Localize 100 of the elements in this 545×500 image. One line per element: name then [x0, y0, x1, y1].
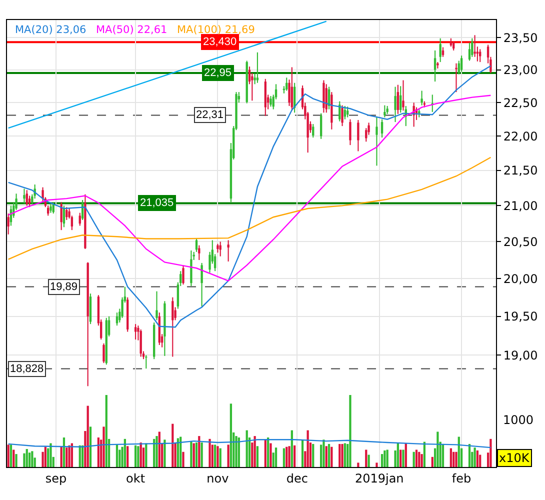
bar	[476, 450, 479, 467]
bar	[140, 442, 142, 467]
bar	[338, 444, 341, 467]
bar	[62, 437, 66, 467]
text: MA(100) 21,69	[177, 24, 255, 36]
bar	[219, 448, 222, 467]
bar	[450, 448, 452, 467]
bar	[235, 436, 238, 467]
bar	[200, 442, 203, 467]
y-tick-label: 20,00	[503, 272, 538, 286]
y-tick-label: 19,50	[503, 310, 538, 324]
bar	[474, 448, 476, 467]
bar	[60, 446, 62, 467]
bar	[418, 452, 420, 467]
bar	[442, 444, 444, 467]
text: MA(50) 22,61	[96, 24, 168, 36]
bar	[246, 430, 248, 467]
bar	[190, 441, 192, 467]
y-tick-label: 20,50	[503, 234, 538, 249]
bar	[105, 395, 108, 467]
bar	[376, 462, 378, 467]
bar	[455, 452, 458, 467]
y-tick-label: 19,00	[503, 348, 538, 362]
bar	[254, 436, 256, 467]
bar	[386, 450, 388, 467]
text: 1000	[503, 413, 534, 427]
bar	[44, 446, 46, 467]
bar	[102, 426, 105, 467]
bar	[404, 443, 407, 467]
bar	[341, 444, 344, 467]
bar	[50, 443, 52, 467]
bar	[479, 454, 482, 467]
line-series	[8, 156, 492, 260]
bar	[270, 443, 272, 467]
bar	[415, 450, 418, 467]
bar	[490, 438, 492, 467]
bar	[267, 437, 270, 467]
candlestick	[23, 188, 26, 204]
bar	[164, 440, 166, 467]
bar	[97, 437, 100, 467]
y-tick-label: 22,50	[503, 96, 538, 110]
bar	[365, 450, 368, 467]
annotation: 22,31	[196, 109, 224, 121]
bar	[134, 445, 137, 467]
bar	[286, 446, 288, 467]
x-tick-label: sep	[45, 471, 67, 486]
bar	[7, 444, 10, 467]
bar	[153, 438, 156, 467]
bar	[396, 443, 399, 467]
bar	[216, 446, 219, 467]
bar	[420, 454, 423, 467]
text: x10K	[499, 451, 530, 465]
x-tick-label: dec	[286, 471, 308, 486]
bar	[182, 452, 184, 467]
bar	[10, 444, 12, 467]
bar	[357, 462, 360, 467]
bar	[86, 406, 89, 467]
bar	[31, 451, 34, 467]
bar	[180, 436, 182, 467]
y-tick-label: 21,00	[503, 198, 538, 213]
bar	[274, 448, 278, 467]
bar	[126, 446, 129, 467]
bar	[282, 448, 286, 467]
bar	[214, 444, 216, 467]
bar	[423, 442, 426, 467]
bar	[384, 450, 386, 467]
bar	[264, 440, 266, 467]
bar	[290, 430, 293, 467]
bar	[137, 446, 140, 467]
bar	[227, 444, 230, 467]
bar	[294, 445, 296, 467]
bar	[328, 444, 330, 467]
bar	[176, 438, 180, 467]
candlestick	[156, 291, 158, 320]
bar	[402, 450, 404, 467]
bar	[158, 432, 160, 467]
annotation: 23,430	[203, 36, 237, 48]
y-tick-label: 23,50	[503, 30, 538, 45]
text: MA(20) 23,06	[15, 24, 87, 36]
x-tick-label: nov	[206, 471, 229, 486]
bar	[400, 450, 402, 467]
candlestick	[376, 116, 378, 166]
bar	[116, 444, 118, 467]
bar	[208, 438, 211, 467]
bar	[66, 448, 68, 467]
bar	[349, 395, 352, 467]
bar	[431, 456, 434, 467]
x-tick-label: okt	[126, 471, 146, 486]
bar	[145, 443, 148, 467]
line-series	[8, 94, 492, 282]
bar	[312, 444, 314, 467]
bar	[436, 432, 439, 467]
annotation: 19,89	[50, 281, 78, 293]
bar	[89, 426, 92, 467]
y-tick-label: 22,00	[503, 129, 538, 144]
x-tick-label: feb	[452, 471, 472, 486]
y-tick-label: 21,50	[503, 164, 538, 178]
candlestick	[402, 80, 404, 111]
bar	[322, 440, 325, 467]
bar	[238, 437, 240, 467]
